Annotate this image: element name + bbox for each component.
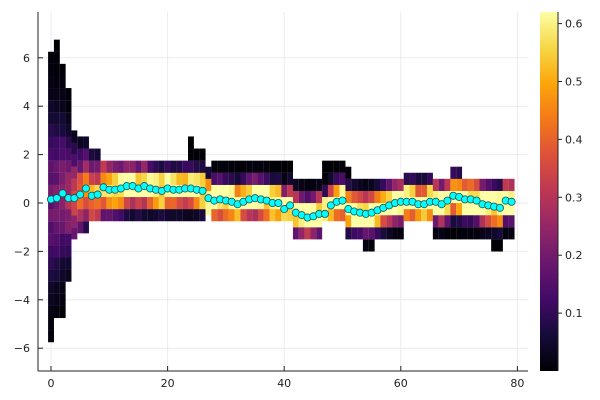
y-tick-label: 6	[23, 52, 30, 65]
scatter-point	[495, 203, 504, 212]
y-tick-label: 2	[23, 149, 30, 162]
heatmap-cells	[48, 39, 515, 343]
y-tick-label: −2	[14, 245, 30, 258]
scatter-point	[280, 205, 289, 214]
colorbar-tick-label: 0.1	[565, 307, 583, 320]
axes	[37, 12, 528, 372]
scatter-point	[198, 186, 207, 195]
scatter-point	[76, 190, 85, 199]
scatter-point	[437, 200, 446, 209]
scatter-point	[443, 196, 452, 205]
scatter-point	[81, 184, 90, 193]
scatter-points	[47, 182, 516, 222]
scatter-point	[472, 196, 481, 205]
colorbar-gradient	[540, 12, 558, 371]
y-tick-label: −6	[14, 342, 30, 355]
x-tick-label: 20	[161, 377, 175, 390]
y-tick-label: 0	[23, 197, 30, 210]
scatter-point	[326, 201, 335, 210]
scatter-point	[93, 190, 102, 199]
scatter-point	[58, 189, 67, 198]
scatter-point	[321, 209, 330, 218]
colorbar-tick-label: 0.4	[565, 133, 583, 146]
y-axis-ticks: −6 −4 −2 0 2 4 6	[14, 52, 43, 355]
colorbar-tick-label: 0.3	[565, 191, 583, 204]
scatter-point	[52, 194, 61, 203]
scatter-point	[286, 201, 295, 210]
x-axis-ticks: 0 20 40 60 80	[48, 366, 524, 390]
y-tick-label: 4	[23, 100, 30, 113]
colorbar-tick-label: 0.5	[565, 75, 583, 88]
scatter-point	[507, 197, 516, 206]
y-tick-label: −4	[14, 294, 30, 307]
scatter-point	[70, 194, 79, 203]
scatter-point	[274, 198, 283, 207]
x-tick-label: 0	[48, 377, 55, 390]
x-tick-label: 60	[394, 377, 408, 390]
colorbar-tick-label: 0.6	[565, 18, 583, 31]
colorbar-tick-label: 0.2	[565, 249, 583, 262]
colorbar-ticks: 0.1 0.2 0.3 0.4 0.5 0.6	[558, 18, 583, 320]
colorbar	[540, 12, 559, 371]
x-tick-label: 80	[510, 377, 524, 390]
x-tick-label: 40	[277, 377, 291, 390]
scatter-point	[338, 196, 347, 205]
